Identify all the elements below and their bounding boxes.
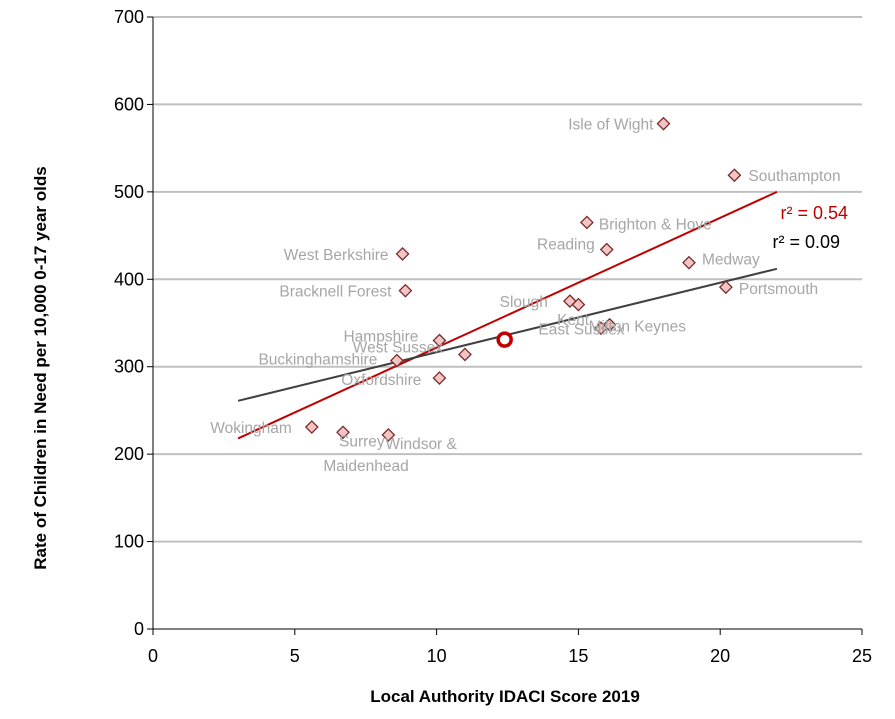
y-tick-label: 600 [114,94,144,114]
point-label: Hampshire [343,328,418,345]
data-point [682,255,696,270]
data-point [594,321,609,336]
gridlines [153,16,862,543]
point-label: Slough [500,294,548,311]
x-axis-title: Local Authority IDACI Score 2019 [370,687,640,706]
point-label: East Sussex [538,322,624,339]
point-label: Oxfordshire [341,372,421,389]
x-tick-label: 20 [710,646,730,666]
point-label: Portsmouth [739,281,818,298]
x-tick-label: 15 [568,646,588,666]
point-label: West Sussex [353,339,443,356]
point-label: Surrey [339,433,385,450]
point-label: Bracknell Forest [279,284,392,301]
r2-label-red: r² = 0.54 [780,203,848,223]
y-tick-label: 300 [114,357,144,377]
point-labels: Isle of Wight Southampton Brighton & HoveR… [210,117,840,475]
y-tick-label: 0 [134,619,144,639]
data-point [599,242,614,257]
x-tick-label: 10 [427,646,447,666]
data-point [458,347,472,362]
data-point [656,116,671,131]
point-label: Reading [537,237,595,254]
y-axis-title: Rate of Children in Need per 10,000 0-17… [31,166,50,569]
data-point [336,425,350,440]
data-point [398,283,413,298]
point-label: Isle of Wight [568,117,654,134]
point-label: West Berkshire [284,247,389,264]
point-label: Milton Keynes [589,319,687,336]
y-tick-label: 500 [114,182,144,202]
axes: 0 100 200 300 400 500 600 700 0 5 10 15 20 25 [114,7,872,666]
data-point [727,168,742,183]
point-label: Windsor & Maidenhead [323,436,457,475]
y-tick-label: 700 [114,7,144,27]
data-point [718,280,733,295]
x-tick-label: 0 [148,646,158,666]
point-label: Kent [557,312,590,329]
data-points [304,116,742,442]
data-point [579,215,594,230]
data-point [432,333,447,348]
x-tick-label: 25 [852,646,872,666]
y-tick-label: 200 [114,444,144,464]
data-point [389,353,404,368]
data-point [432,371,447,385]
x-tick-label: 5 [290,646,300,666]
data-point [381,427,396,442]
point-label: Brighton & Hove [599,216,712,233]
point-label: Buckinghamshire [258,352,377,369]
r2-label-gray: r² = 0.09 [772,232,840,252]
point-label: Southampton [748,168,840,185]
data-point [395,247,410,261]
y-tick-label: 100 [114,532,144,552]
trendline-0 [237,190,778,440]
highlight-point [496,331,513,348]
point-label: Wokingham [210,420,292,437]
data-point [304,420,319,434]
y-tick-label: 400 [114,269,144,289]
point-label: Medway [702,252,760,269]
data-point [571,297,586,312]
